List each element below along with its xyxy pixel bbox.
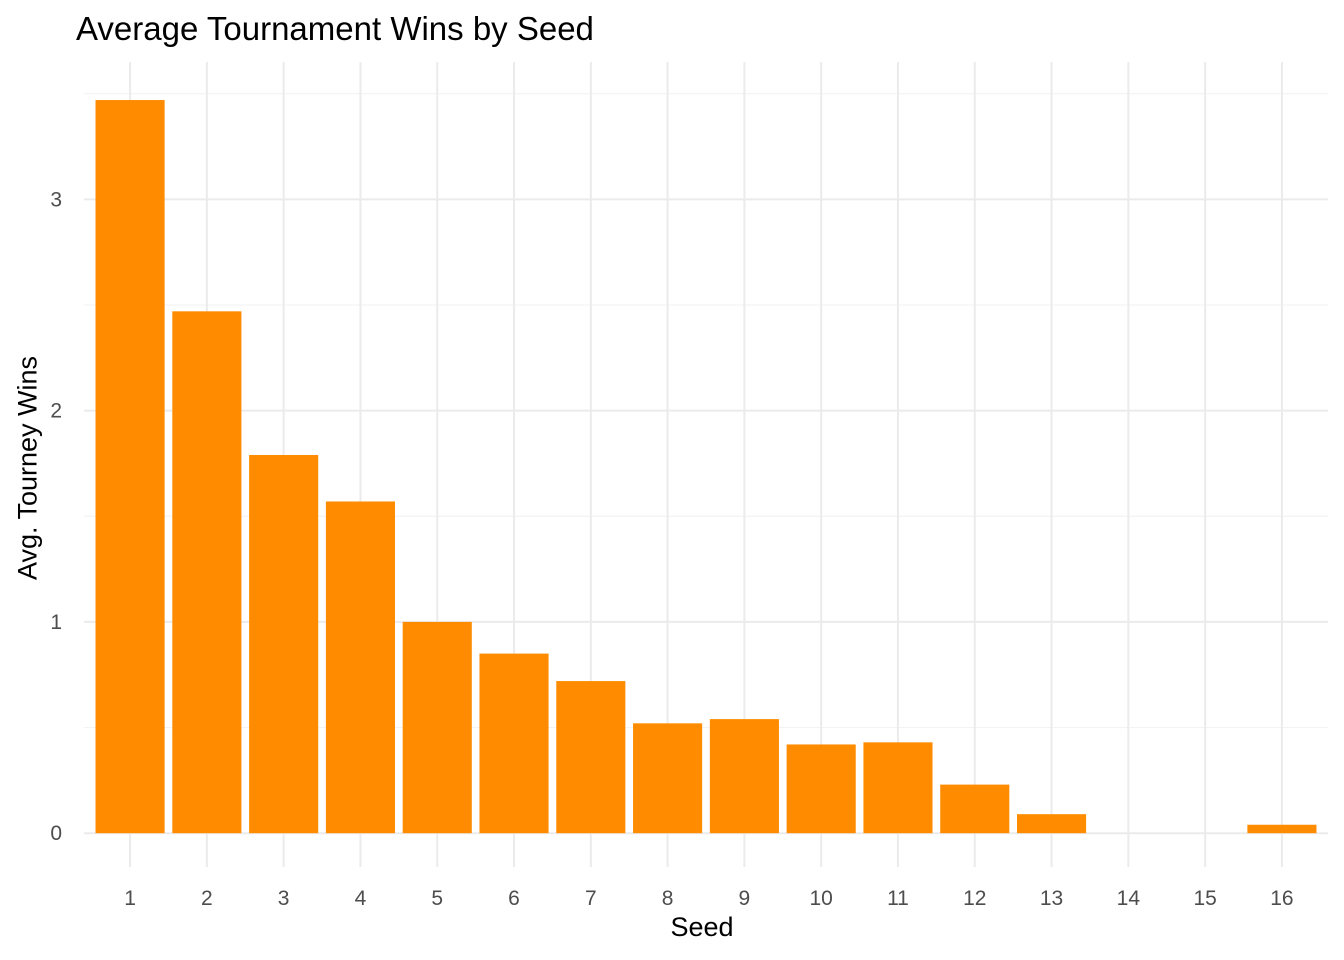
bar-seed-16: [1247, 824, 1317, 834]
y-tick-labels: 0 1 2 3: [50, 188, 62, 845]
bar-seed-6: [479, 653, 549, 834]
bar-seed-9: [709, 719, 779, 834]
x-tick-label: 10: [810, 887, 833, 910]
x-tick-label: 14: [1117, 887, 1141, 910]
x-tick-label: 4: [355, 887, 367, 910]
x-tick-label: 1: [124, 887, 136, 910]
x-tick-labels: 1 2 3 4 5 6 7 8 9 10 11 12 13 14 15 16: [124, 887, 1293, 910]
x-tick-label: 6: [508, 887, 520, 910]
x-tick-label: 7: [585, 887, 597, 910]
y-tick-label: 0: [50, 822, 62, 845]
x-axis-label: Seed: [670, 912, 734, 942]
y-tick-label: 1: [50, 611, 62, 634]
x-tick-label: 5: [431, 887, 443, 910]
x-tick-label: 15: [1193, 887, 1216, 910]
x-tick-label: 9: [739, 887, 751, 910]
bar-seed-12: [940, 784, 1010, 834]
bar-seed-13: [1017, 814, 1087, 834]
x-tick-label: 11: [887, 887, 909, 910]
bar-seed-3: [249, 454, 319, 834]
bar-seed-4: [325, 501, 395, 834]
y-tick-label: 2: [50, 400, 62, 423]
x-tick-label: 3: [278, 887, 290, 910]
bar-seed-5: [402, 621, 472, 834]
y-tick-label: 3: [50, 188, 62, 211]
x-tick-label: 8: [662, 887, 674, 910]
x-tick-label: 13: [1040, 887, 1063, 910]
bar-seed-1: [95, 100, 165, 834]
bar-seed-8: [633, 723, 703, 834]
chart-title: Average Tournament Wins by Seed: [76, 10, 594, 47]
bar-seed-11: [863, 742, 933, 834]
x-tick-label: 16: [1270, 887, 1293, 910]
bar-seed-10: [786, 744, 856, 834]
bars: [95, 100, 1317, 834]
bar-seed-7: [556, 681, 626, 834]
x-tick-label: 2: [201, 887, 213, 910]
bar-seed-2: [172, 311, 242, 834]
x-tick-label: 12: [963, 887, 986, 910]
